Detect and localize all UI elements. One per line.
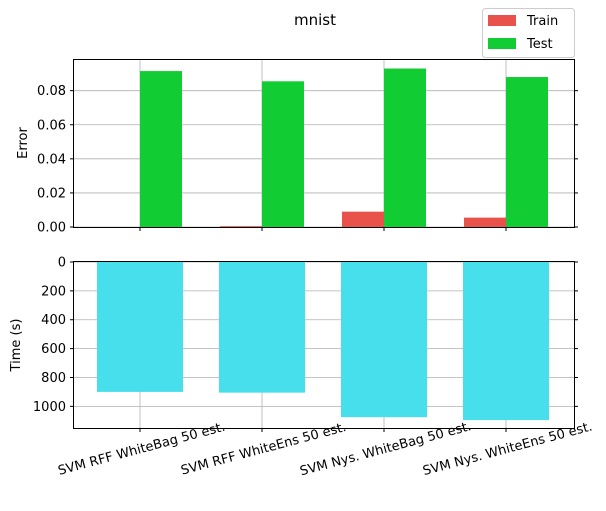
error-bar-train-1 [220, 226, 262, 227]
time-axes-frame [73, 261, 575, 429]
error-bar-test-2 [384, 68, 426, 227]
time-bar-1 [219, 262, 305, 393]
time-bars [97, 262, 549, 421]
error-ytick-label: 0.04 [37, 152, 66, 167]
legend-label-train: Train [526, 14, 558, 29]
time-ytick-label: 0 [58, 256, 66, 271]
time-panel: 0 200 400 600 800 1000 Time (s) [9, 256, 578, 432]
time-y-axis-label: Time (s) [9, 319, 24, 373]
time-ytick-label: 800 [41, 371, 66, 386]
time-ytick-label: 1000 [33, 400, 66, 415]
time-y-ticks: 0 200 400 600 800 1000 [33, 256, 578, 415]
error-bar-train-2 [342, 211, 384, 227]
legend-swatch-test [488, 38, 516, 49]
error-panel: 0.00 0.02 0.04 0.06 0.08 Error [16, 59, 578, 236]
error-x-ticks [139, 227, 507, 231]
legend: Train Test [482, 8, 575, 58]
error-ytick-label: 0.02 [37, 186, 66, 201]
legend-label-test: Test [526, 37, 553, 52]
error-ytick-label: 0.00 [37, 221, 66, 236]
time-bar-3 [463, 262, 549, 421]
error-bar-train-3 [464, 217, 506, 227]
error-bar-test-1 [262, 81, 304, 227]
error-ytick-label: 0.06 [37, 118, 66, 133]
time-x-ticks [139, 428, 507, 432]
time-bar-2 [341, 262, 427, 418]
time-ytick-label: 600 [41, 342, 66, 357]
error-bars [140, 68, 548, 227]
error-y-ticks: 0.00 0.02 0.04 0.06 0.08 [37, 84, 578, 236]
error-ytick-label: 0.08 [37, 84, 66, 99]
error-axes-frame [73, 59, 575, 228]
error-bar-test-3 [506, 77, 548, 227]
error-bar-test-0 [140, 71, 182, 227]
time-ytick-label: 200 [41, 284, 66, 299]
time-ytick-label: 400 [41, 313, 66, 328]
chart-title: mnist [294, 11, 336, 29]
legend-swatch-train [488, 15, 516, 26]
error-y-axis-label: Error [16, 127, 31, 159]
time-bar-0 [97, 262, 183, 392]
